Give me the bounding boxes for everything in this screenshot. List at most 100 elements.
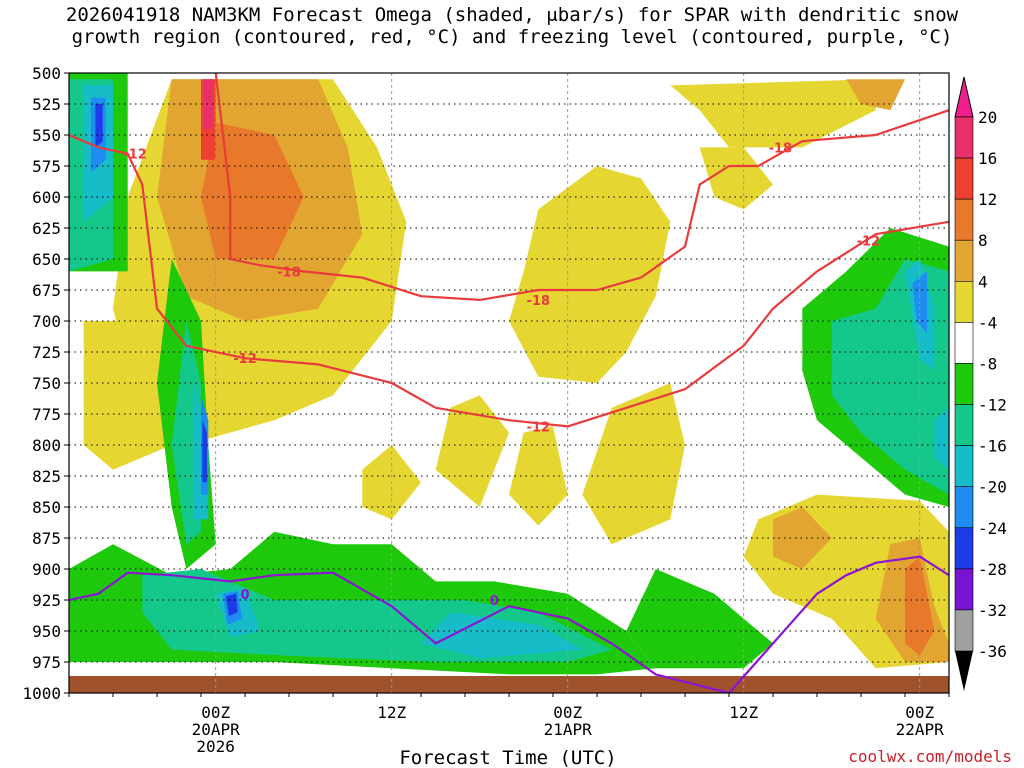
- colorbar-swatch: [954, 239, 974, 282]
- colorbar-label: -28: [978, 560, 1007, 579]
- omega-region-12-14: [201, 122, 304, 259]
- omega-region--12-32: [934, 407, 949, 470]
- colorbar-swatch: [954, 157, 974, 200]
- y-tick-label: 550: [32, 126, 61, 145]
- omega-region-4-3: [699, 147, 773, 210]
- colorbar-swatch: [954, 445, 974, 487]
- x-tick-label: 20APR: [192, 720, 241, 739]
- x-tick-label: 2026: [196, 737, 235, 756]
- contour-label--12: -12: [527, 420, 551, 435]
- contour-labels: -12 -12 -12 -12 -18 -18 -18 0 0: [123, 141, 881, 609]
- omega-region-4-7: [582, 383, 685, 545]
- y-tick-label: 600: [32, 188, 61, 207]
- contour-label-0: 0: [490, 594, 499, 609]
- omega-region-8-12: [773, 507, 832, 569]
- isotherm-0: [69, 555, 949, 693]
- omega-region-12-15: [905, 556, 935, 656]
- colorbar-swatch: [954, 363, 974, 405]
- omega-region-4-2: [509, 166, 671, 383]
- temperature-contours: [69, 73, 949, 693]
- y-tick-label: 825: [32, 467, 61, 486]
- x-tick-label: 21APR: [544, 720, 593, 739]
- omega-shading: [69, 73, 949, 675]
- chart-title: 2026041918 NAM3KM Forecast Omega (shaded…: [0, 4, 1024, 48]
- colorbar-swatch: [954, 527, 974, 570]
- omega-region-4-5: [435, 395, 509, 507]
- colorbar-label: -12: [978, 396, 1007, 415]
- grid-lines: [69, 72, 949, 694]
- colorbar-label: -8: [978, 354, 997, 373]
- colorbar-swatch: [954, 281, 974, 323]
- omega-region--8-24: [171, 321, 201, 545]
- y-tick-label: 700: [32, 312, 61, 331]
- colorbar-label: -16: [978, 437, 1007, 456]
- y-tick-label: 800: [32, 436, 61, 455]
- colorbar: 20 16 12 8 4 -4 -8 -12 -16 -20 -24 -28 -32 -36: [954, 76, 1007, 691]
- omega-region-4-6: [509, 426, 568, 526]
- y-tick-label: 750: [32, 374, 61, 393]
- colorbar-label: -4: [978, 313, 997, 332]
- colorbar-label: 12: [978, 190, 997, 209]
- y-tick-label: 525: [32, 95, 61, 114]
- y-tick-label: 950: [32, 622, 61, 641]
- y-tick-label: 775: [32, 405, 61, 424]
- contour-label--12: -12: [233, 352, 257, 367]
- colorbar-swatch: [954, 322, 974, 364]
- x-tick-label: 12Z: [377, 703, 406, 722]
- colorbar-swatch: [954, 116, 974, 159]
- colorbar-label: 16: [978, 149, 997, 168]
- y-tick-label: 875: [32, 529, 61, 548]
- contour-label--18: -18: [769, 141, 793, 156]
- colorbar-label: 20: [978, 108, 997, 127]
- omega-region--20-38: [202, 420, 207, 483]
- y-tick-label: 900: [32, 560, 61, 579]
- omega-region--20-39: [225, 593, 238, 617]
- y-tick-label: 975: [32, 653, 61, 672]
- colorbar-swatch: [954, 198, 974, 241]
- x-tick-label: 00Z: [201, 703, 230, 722]
- isotherm--18: [214, 73, 949, 301]
- omega-region-8-11: [846, 79, 905, 111]
- colorbar-label: 8: [978, 231, 988, 250]
- contour-label--18: -18: [277, 265, 301, 280]
- omega-region--12-30: [421, 612, 583, 659]
- x-tick-label: 00Z: [553, 703, 582, 722]
- y-tick-label: 650: [32, 250, 61, 269]
- colorbar-top-arrow: [954, 76, 974, 118]
- colorbar-label: -24: [978, 519, 1007, 538]
- y-tick-label: 850: [32, 498, 61, 517]
- x-tick-label: 00Z: [905, 703, 934, 722]
- contour-label-0: 0: [240, 588, 249, 603]
- y-tick-label: 625: [32, 219, 61, 238]
- y-axis: 500 525 550 575 600 625 650 675 700 725 750 775 800 8…: [22, 64, 69, 703]
- y-tick-label: 1000: [22, 684, 61, 703]
- title-line-2: growth region (contoured, red, °C) and f…: [71, 26, 953, 48]
- y-tick-label: 575: [32, 157, 61, 176]
- omega-region-20-17: [203, 79, 213, 129]
- colorbar-label: 4: [978, 272, 988, 291]
- y-tick-label: 500: [32, 64, 61, 83]
- credit-link[interactable]: coolwx.com/models: [848, 747, 1012, 766]
- y-tick-label: 675: [32, 281, 61, 300]
- x-tick-label: 12Z: [729, 703, 758, 722]
- omega-region--20-37: [95, 104, 103, 148]
- isotherm--12: [69, 133, 949, 428]
- omega-region--4-21: [626, 569, 773, 669]
- colorbar-label: -20: [978, 478, 1007, 497]
- contour-label--12: -12: [857, 234, 881, 249]
- colorbar-label: -36: [978, 642, 1007, 661]
- y-tick-label: 925: [32, 591, 61, 610]
- x-axis-title: Forecast Time (UTC): [399, 747, 616, 768]
- x-tick-label: 22APR: [896, 720, 945, 739]
- colorbar-swatch: [954, 568, 974, 611]
- colorbar-swatch: [954, 486, 974, 529]
- terrain-ground: [69, 676, 949, 693]
- title-line-1: 2026041918 NAM3KM Forecast Omega (shaded…: [65, 4, 959, 26]
- contour-label--18: -18: [527, 294, 551, 309]
- colorbar-swatch: [954, 404, 974, 446]
- colorbar-swatch: [954, 609, 974, 652]
- colorbar-label: -32: [978, 601, 1007, 620]
- y-tick-label: 725: [32, 343, 61, 362]
